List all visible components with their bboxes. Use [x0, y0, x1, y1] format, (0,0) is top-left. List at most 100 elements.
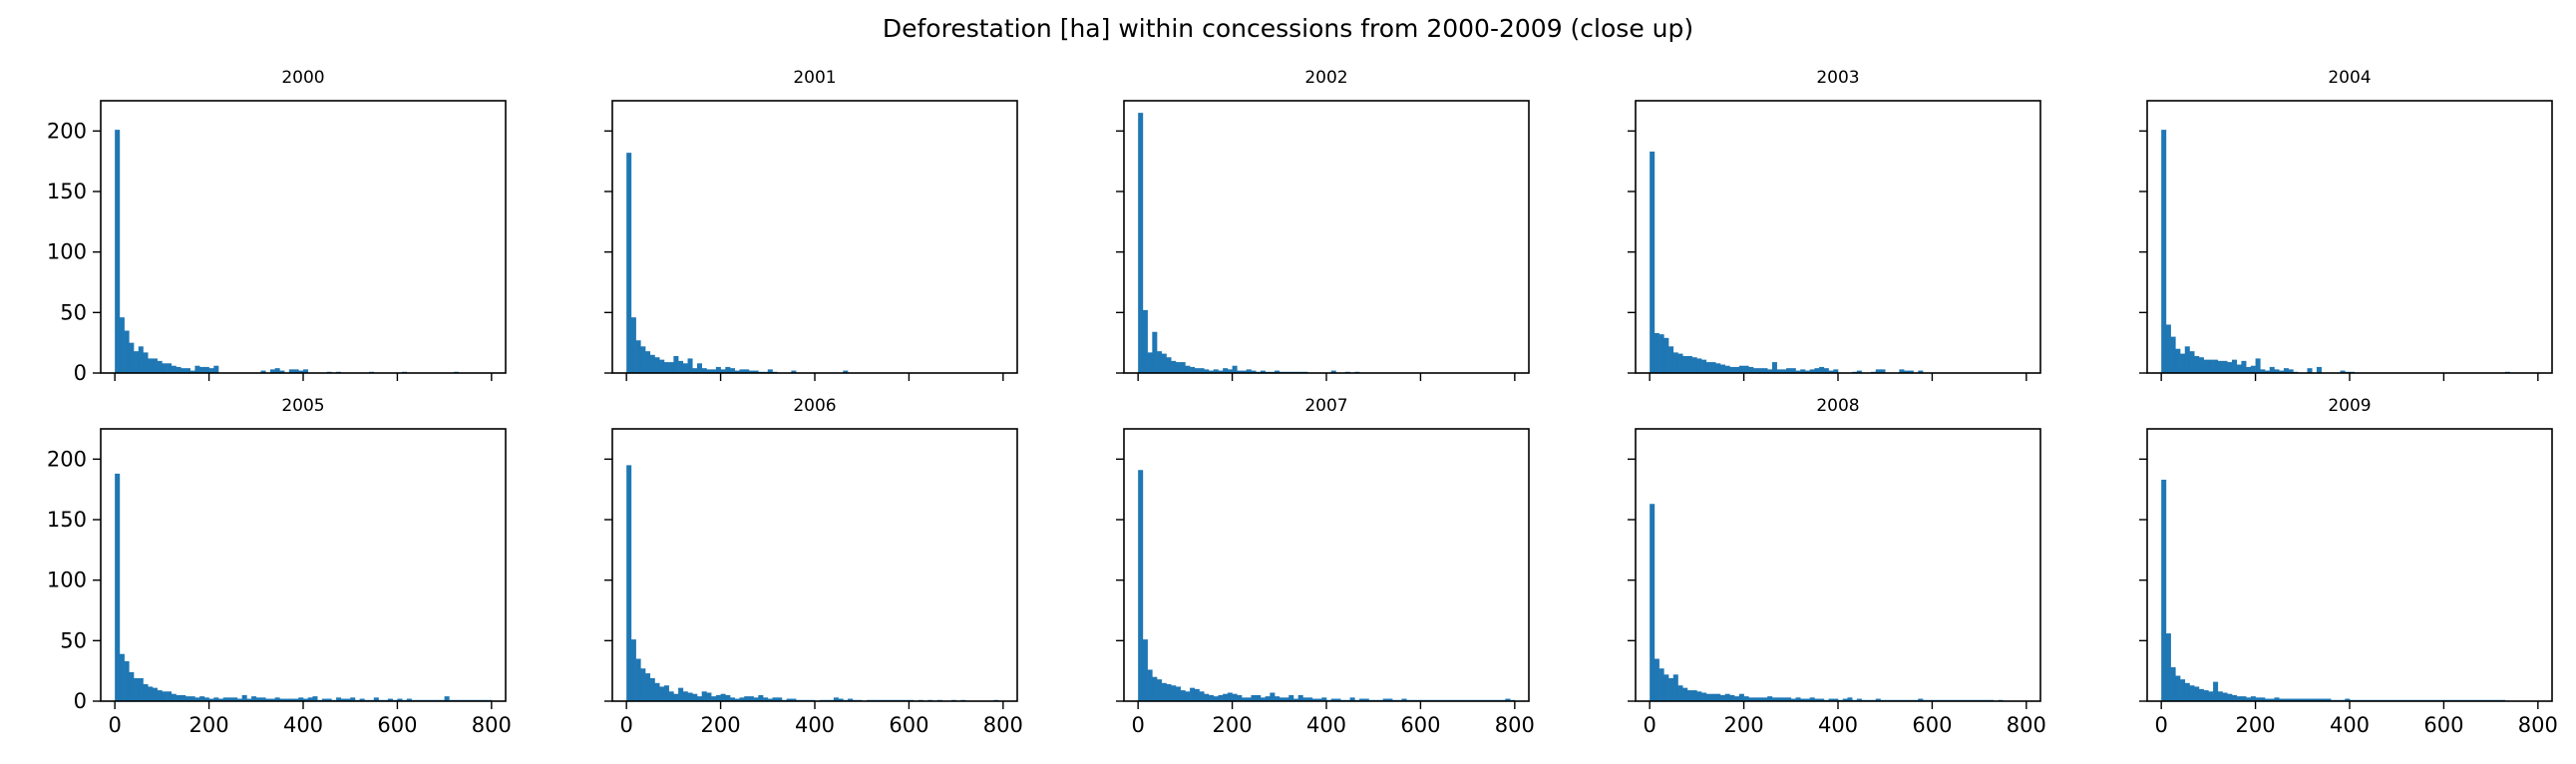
histogram-bar [1771, 362, 1777, 373]
histogram-panel-2003: 2003 [1628, 68, 2041, 381]
histogram-bar [312, 696, 318, 701]
histogram-bar [1330, 370, 1336, 373]
histogram-bar [673, 356, 679, 373]
histogram-bar [162, 691, 168, 701]
histogram-bar [167, 691, 173, 701]
histogram-bar [218, 698, 224, 701]
histogram-bar [1781, 697, 1787, 701]
histogram-bar [1762, 697, 1768, 701]
histogram-bar [2298, 698, 2304, 701]
histogram-bar [1691, 690, 1697, 701]
histogram-bar [1260, 370, 1266, 373]
histogram-bar [2250, 696, 2256, 701]
histogram-bar [1743, 365, 1749, 373]
histogram-bar [734, 370, 740, 373]
histogram-bar [1335, 698, 1341, 701]
histogram-bar [129, 342, 135, 373]
histogram-bar [199, 696, 205, 701]
histogram-bar [748, 370, 754, 373]
histogram-bar [767, 369, 773, 373]
histogram-bar [119, 317, 125, 373]
histogram-bar [1213, 369, 1219, 373]
histogram-bar [2217, 360, 2223, 373]
histogram-bar [1363, 698, 1369, 701]
histogram-bar [1194, 368, 1200, 373]
histogram-bar [1237, 694, 1243, 701]
histogram-bar [1800, 698, 1806, 701]
histogram-bar [208, 698, 214, 701]
panel-title: 2006 [793, 396, 836, 416]
histogram-bar [2236, 364, 2242, 373]
y-tick-label: 200 [47, 447, 87, 471]
axes-frame [1635, 428, 2041, 702]
histogram-bar [1668, 677, 1674, 701]
histogram-bar [184, 368, 190, 373]
histogram-panel-2009: 2009 0 200 400 600 800 [2139, 396, 2558, 737]
histogram-bar [2165, 633, 2171, 701]
histogram-bar [288, 698, 294, 701]
histogram-bar [1795, 370, 1801, 373]
histogram-bar [1152, 676, 1158, 701]
figure-title: Deforestation [ha] within concessions fr… [882, 14, 1694, 43]
histogram-bar [668, 362, 674, 373]
histogram-bar [1190, 687, 1196, 701]
histogram-bar [1819, 366, 1825, 373]
histogram-bar [711, 696, 717, 701]
histogram-bar [2213, 681, 2219, 701]
histogram-bar [134, 677, 140, 701]
histogram-bar [1908, 370, 1914, 373]
histogram-bar [696, 363, 702, 373]
histogram-bar [194, 365, 200, 373]
histogram-bar [1147, 352, 1153, 373]
histogram-bar [1157, 351, 1163, 373]
histogram-bar [129, 671, 135, 701]
y-tick-label: 0 [74, 689, 87, 713]
histogram-bar [720, 693, 726, 701]
y-tick-label: 150 [47, 508, 87, 532]
histogram-bar [1654, 658, 1659, 701]
histogram-bar [2340, 370, 2346, 373]
histogram-bar [2213, 359, 2219, 373]
axes-frame [100, 428, 507, 702]
y-tick-label: 200 [47, 119, 87, 143]
histogram-bar [232, 697, 238, 701]
histogram-bar [833, 697, 839, 701]
histogram-bar [2279, 698, 2285, 701]
histogram-bar [2161, 130, 2167, 373]
histogram-bar [1705, 362, 1711, 373]
histogram-bar [1279, 697, 1285, 701]
histogram-bar [303, 698, 309, 701]
histogram-bar [772, 697, 778, 701]
histogram-bar [1166, 684, 1172, 701]
histogram-bar [274, 368, 280, 373]
histogram-panel-2001: 2001 [604, 68, 1018, 381]
histogram-bar [654, 357, 660, 373]
x-tick-label: 600 [377, 713, 417, 737]
histogram-bar [843, 370, 849, 373]
histogram-bar [1658, 334, 1664, 373]
histogram-bar [2255, 697, 2261, 701]
histogram-bar [138, 677, 144, 701]
histogram-bar [246, 698, 252, 701]
histogram-bar [2194, 686, 2200, 701]
histogram-bar [1194, 688, 1200, 701]
axes-frame [1123, 100, 1530, 374]
histogram-bar [1856, 698, 1862, 701]
y-tick-label: 50 [60, 628, 87, 652]
histogram-bar [194, 697, 200, 701]
histogram-bar [1904, 370, 1910, 373]
histogram-bar [1307, 697, 1313, 701]
histogram-bar [739, 369, 745, 373]
histogram-bar [1232, 365, 1238, 373]
histogram-bar [682, 363, 688, 373]
histogram-bar [2170, 336, 2176, 373]
x-tick-label: 600 [889, 713, 928, 737]
histogram-bar [1246, 369, 1252, 373]
histogram-bar [1672, 674, 1678, 701]
x-tick-label: 600 [2423, 713, 2463, 737]
histogram-bar [1682, 687, 1688, 701]
histogram-bar [115, 130, 121, 373]
histogram-bar [1757, 697, 1763, 701]
histogram-bar [119, 653, 125, 701]
